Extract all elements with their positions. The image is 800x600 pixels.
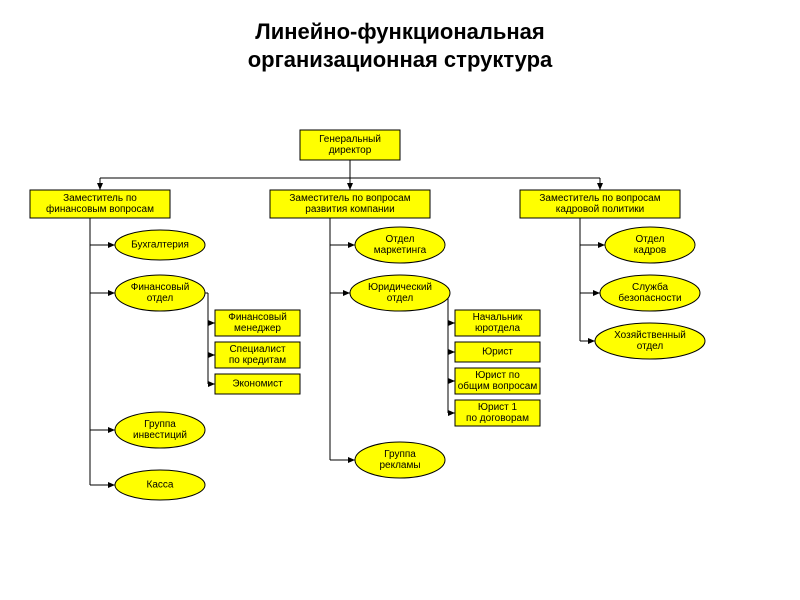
svg-text:финансовым вопросам: финансовым вопросам (46, 203, 154, 215)
node-gen_dir: Генеральныйдиректор (300, 130, 400, 160)
node-dep_hr: Заместитель по вопросамкадровой политики (520, 190, 680, 218)
svg-text:отдел: отдел (147, 293, 174, 304)
node-marketing: Отделмаркетинга (355, 227, 445, 263)
node-head_legal: Начальникюротдела (455, 310, 540, 336)
svg-text:по кредитам: по кредитам (229, 355, 286, 366)
svg-text:по договорам: по договорам (466, 413, 529, 424)
svg-text:Юрист по: Юрист по (475, 370, 520, 381)
svg-text:Хозяйственный: Хозяйственный (614, 330, 686, 341)
svg-text:рекламы: рекламы (379, 460, 420, 471)
node-econ: Экономист (215, 374, 300, 394)
svg-text:Юрист 1: Юрист 1 (478, 402, 518, 413)
node-household: Хозяйственныйотдел (595, 323, 705, 359)
svg-text:Генеральный: Генеральный (319, 134, 381, 145)
svg-text:маркетинга: маркетинга (374, 245, 427, 256)
svg-text:Бухгалтерия: Бухгалтерия (131, 240, 189, 251)
node-fin_mgr: Финансовыйменеджер (215, 310, 300, 336)
svg-text:инвестиций: инвестиций (133, 430, 187, 441)
svg-text:отдел: отдел (637, 341, 664, 352)
svg-text:менеджер: менеджер (234, 323, 281, 334)
node-legal: Юридическийотдел (350, 275, 450, 311)
svg-text:Финансовый: Финансовый (131, 282, 190, 293)
node-dep_fin: Заместитель пофинансовым вопросам (30, 190, 170, 218)
svg-text:кадров: кадров (634, 245, 666, 256)
svg-text:безопасности: безопасности (618, 292, 681, 304)
svg-text:Отдел: Отдел (636, 234, 665, 245)
svg-text:Касса: Касса (147, 480, 174, 491)
svg-text:Экономист: Экономист (232, 379, 283, 390)
svg-text:отдел: отдел (387, 293, 414, 304)
svg-text:юротдела: юротдела (475, 323, 521, 334)
svg-text:Заместитель по вопросам: Заместитель по вопросам (289, 193, 410, 204)
node-fin_dept: Финансовыйотдел (115, 275, 205, 311)
svg-text:директор: директор (329, 145, 372, 156)
svg-text:Заместитель по: Заместитель по (63, 193, 137, 204)
svg-text:Финансовый: Финансовый (228, 312, 287, 323)
node-hr_dept: Отделкадров (605, 227, 695, 263)
node-security: Службабезопасности (600, 275, 700, 311)
svg-text:Группа: Группа (144, 419, 176, 430)
svg-text:Группа: Группа (384, 449, 416, 460)
svg-text:Начальник: Начальник (473, 312, 523, 323)
svg-text:Служба: Служба (632, 281, 668, 293)
svg-text:Специалист: Специалист (229, 344, 285, 355)
node-adv: Группарекламы (355, 442, 445, 478)
svg-text:Заместитель по вопросам: Заместитель по вопросам (539, 193, 660, 204)
node-credit: Специалистпо кредитам (215, 342, 300, 368)
svg-text:кадровой политики: кадровой политики (556, 204, 645, 215)
org-chart: Генеральныйдиректор Заместитель пофинансо… (0, 0, 800, 600)
svg-text:Юрист: Юрист (482, 347, 513, 358)
node-jurist: Юрист (455, 342, 540, 362)
svg-text:общим вопросам: общим вопросам (458, 380, 538, 392)
svg-text:развития компании: развития компании (305, 204, 394, 215)
node-kassa: Касса (115, 470, 205, 500)
node-jurist_dog: Юрист 1по договорам (455, 400, 540, 426)
node-dep_dev: Заместитель по вопросамразвития компании (270, 190, 430, 218)
svg-text:Отдел: Отдел (386, 234, 415, 245)
node-buh: Бухгалтерия (115, 230, 205, 260)
node-jurist_gen: Юрист пообщим вопросам (455, 368, 540, 394)
node-invest: Группаинвестиций (115, 412, 205, 448)
svg-text:Юридический: Юридический (368, 282, 432, 293)
